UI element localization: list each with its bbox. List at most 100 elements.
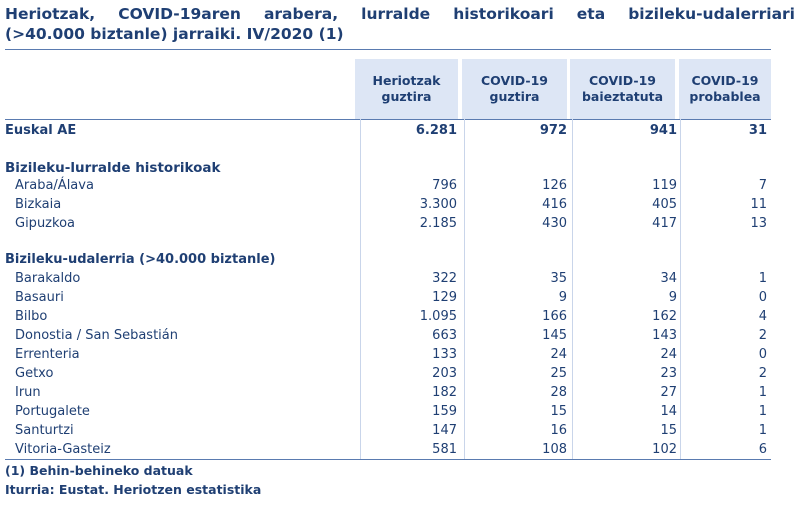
header-bottom-rule xyxy=(5,119,771,120)
cell-covid-probable: 1 xyxy=(758,271,767,286)
section-heading-municipalities: Bizileku-udalerria (>40.000 biztanle) xyxy=(5,252,276,267)
cell-total-deaths: 159 xyxy=(432,404,457,419)
cell-total-deaths: 182 xyxy=(432,385,457,400)
column-divider xyxy=(464,119,465,460)
cell-covid-total: 108 xyxy=(542,442,567,457)
table-row: Errenteria 133 24 24 0 xyxy=(5,345,771,364)
table-row: Getxo 203 25 23 2 xyxy=(5,364,771,383)
cell-total-deaths: 3.300 xyxy=(419,197,457,212)
row-label: Gipuzkoa xyxy=(15,216,75,231)
cell-total-deaths: 133 xyxy=(432,347,457,362)
cell-covid-probable: 31 xyxy=(748,123,767,138)
table-row: Gipuzkoa 2.185 430 417 13 xyxy=(5,214,771,233)
table-title: Heriotzak, COVID-19aren arabera, lurrald… xyxy=(5,4,795,44)
source-note: Iturria: Eustat. Heriotzen estatistika xyxy=(5,482,262,497)
cell-total-deaths: 203 xyxy=(432,366,457,381)
cell-covid-probable: 2 xyxy=(758,328,767,343)
cell-covid-total: 145 xyxy=(542,328,567,343)
cell-covid-confirmed: 405 xyxy=(652,197,677,212)
cell-covid-probable: 2 xyxy=(758,366,767,381)
table-row: Araba/Álava 796 126 119 7 xyxy=(5,176,771,195)
row-label: Bizkaia xyxy=(15,197,62,212)
row-label: Barakaldo xyxy=(15,271,81,286)
table-row: Basauri 129 9 9 0 xyxy=(5,288,771,307)
cell-covid-probable: 1 xyxy=(758,404,767,419)
cell-covid-confirmed: 24 xyxy=(660,347,677,362)
cell-covid-probable: 1 xyxy=(758,423,767,438)
cell-covid-probable: 11 xyxy=(750,197,767,212)
cell-covid-probable: 13 xyxy=(750,216,767,231)
section-heading-territories: Bizileku-lurralde historikoak xyxy=(5,160,221,176)
column-header-covid-total: COVID-19 guztira xyxy=(462,59,567,119)
column-divider xyxy=(680,119,681,460)
cell-covid-confirmed: 102 xyxy=(652,442,677,457)
cell-covid-confirmed: 119 xyxy=(652,178,677,193)
table-row: Irun 182 28 27 1 xyxy=(5,383,771,402)
cell-covid-total: 126 xyxy=(542,178,567,193)
row-label: Bilbo xyxy=(15,309,48,324)
row-label: Irun xyxy=(15,385,41,400)
cell-covid-probable: 6 xyxy=(758,442,767,457)
cell-covid-probable: 0 xyxy=(758,290,767,305)
table-row: Portugalete 159 15 14 1 xyxy=(5,402,771,421)
cell-covid-confirmed: 15 xyxy=(660,423,677,438)
cell-covid-probable: 0 xyxy=(758,347,767,362)
row-label: Santurtzi xyxy=(15,423,74,438)
row-label: Portugalete xyxy=(15,404,90,419)
cell-covid-probable: 7 xyxy=(758,178,767,193)
row-label: Euskal AE xyxy=(5,123,77,138)
table-row: Bizkaia 3.300 416 405 11 xyxy=(5,195,771,214)
cell-covid-total: 24 xyxy=(550,347,567,362)
cell-covid-confirmed: 417 xyxy=(652,216,677,231)
cell-total-deaths: 6.281 xyxy=(415,123,457,138)
cell-covid-total: 15 xyxy=(550,404,567,419)
cell-covid-total: 9 xyxy=(558,290,567,305)
cell-covid-total: 416 xyxy=(542,197,567,212)
cell-covid-total: 35 xyxy=(550,271,567,286)
footer-rule xyxy=(5,459,771,460)
cell-covid-confirmed: 9 xyxy=(668,290,677,305)
table-row: Vitoria-Gasteiz 581 108 102 6 xyxy=(5,440,771,459)
table-row: Bilbo 1.095 166 162 4 xyxy=(5,307,771,326)
cell-covid-total: 25 xyxy=(550,366,567,381)
title-line-2: (>40.000 biztanle) jarraiki. IV/2020 (1) xyxy=(5,25,344,43)
cell-total-deaths: 796 xyxy=(432,178,457,193)
cell-covid-total: 972 xyxy=(539,123,567,138)
cell-total-deaths: 581 xyxy=(432,442,457,457)
cell-total-deaths: 129 xyxy=(432,290,457,305)
table-row: Santurtzi 147 16 15 1 xyxy=(5,421,771,440)
column-header-total-deaths: Heriotzak guztira xyxy=(355,59,458,119)
cell-covid-total: 430 xyxy=(542,216,567,231)
cell-total-deaths: 147 xyxy=(432,423,457,438)
cell-covid-confirmed: 23 xyxy=(660,366,677,381)
column-header-covid-probable: COVID-19 probablea xyxy=(679,59,771,119)
title-line-1: Heriotzak, COVID-19aren arabera, lurrald… xyxy=(5,5,795,23)
cell-total-deaths: 1.095 xyxy=(419,309,457,324)
cell-covid-confirmed: 14 xyxy=(660,404,677,419)
cell-covid-probable: 4 xyxy=(758,309,767,324)
column-divider xyxy=(360,119,361,460)
cell-covid-total: 166 xyxy=(542,309,567,324)
cell-covid-probable: 1 xyxy=(758,385,767,400)
row-label: Getxo xyxy=(15,366,54,381)
cell-total-deaths: 2.185 xyxy=(419,216,457,231)
cell-covid-confirmed: 143 xyxy=(652,328,677,343)
footnote: (1) Behin-behineko datuak xyxy=(5,463,193,478)
row-label: Araba/Álava xyxy=(15,178,94,193)
table-row: Barakaldo 322 35 34 1 xyxy=(5,269,771,288)
column-divider xyxy=(572,119,573,460)
cell-covid-total: 16 xyxy=(550,423,567,438)
row-label: Basauri xyxy=(15,290,64,305)
cell-covid-confirmed: 34 xyxy=(660,271,677,286)
cell-covid-confirmed: 27 xyxy=(660,385,677,400)
table-row: Donostia / San Sebastián 663 145 143 2 xyxy=(5,326,771,345)
cell-covid-total: 28 xyxy=(550,385,567,400)
cell-covid-confirmed: 162 xyxy=(652,309,677,324)
row-label: Errenteria xyxy=(15,347,80,362)
cell-total-deaths: 663 xyxy=(432,328,457,343)
table-row-total: Euskal AE 6.281 972 941 31 xyxy=(5,121,771,140)
cell-covid-confirmed: 941 xyxy=(649,123,677,138)
row-label: Donostia / San Sebastián xyxy=(15,328,178,343)
column-header-covid-confirmed: COVID-19 baieztatuta xyxy=(570,59,675,119)
header-top-rule xyxy=(5,49,771,50)
